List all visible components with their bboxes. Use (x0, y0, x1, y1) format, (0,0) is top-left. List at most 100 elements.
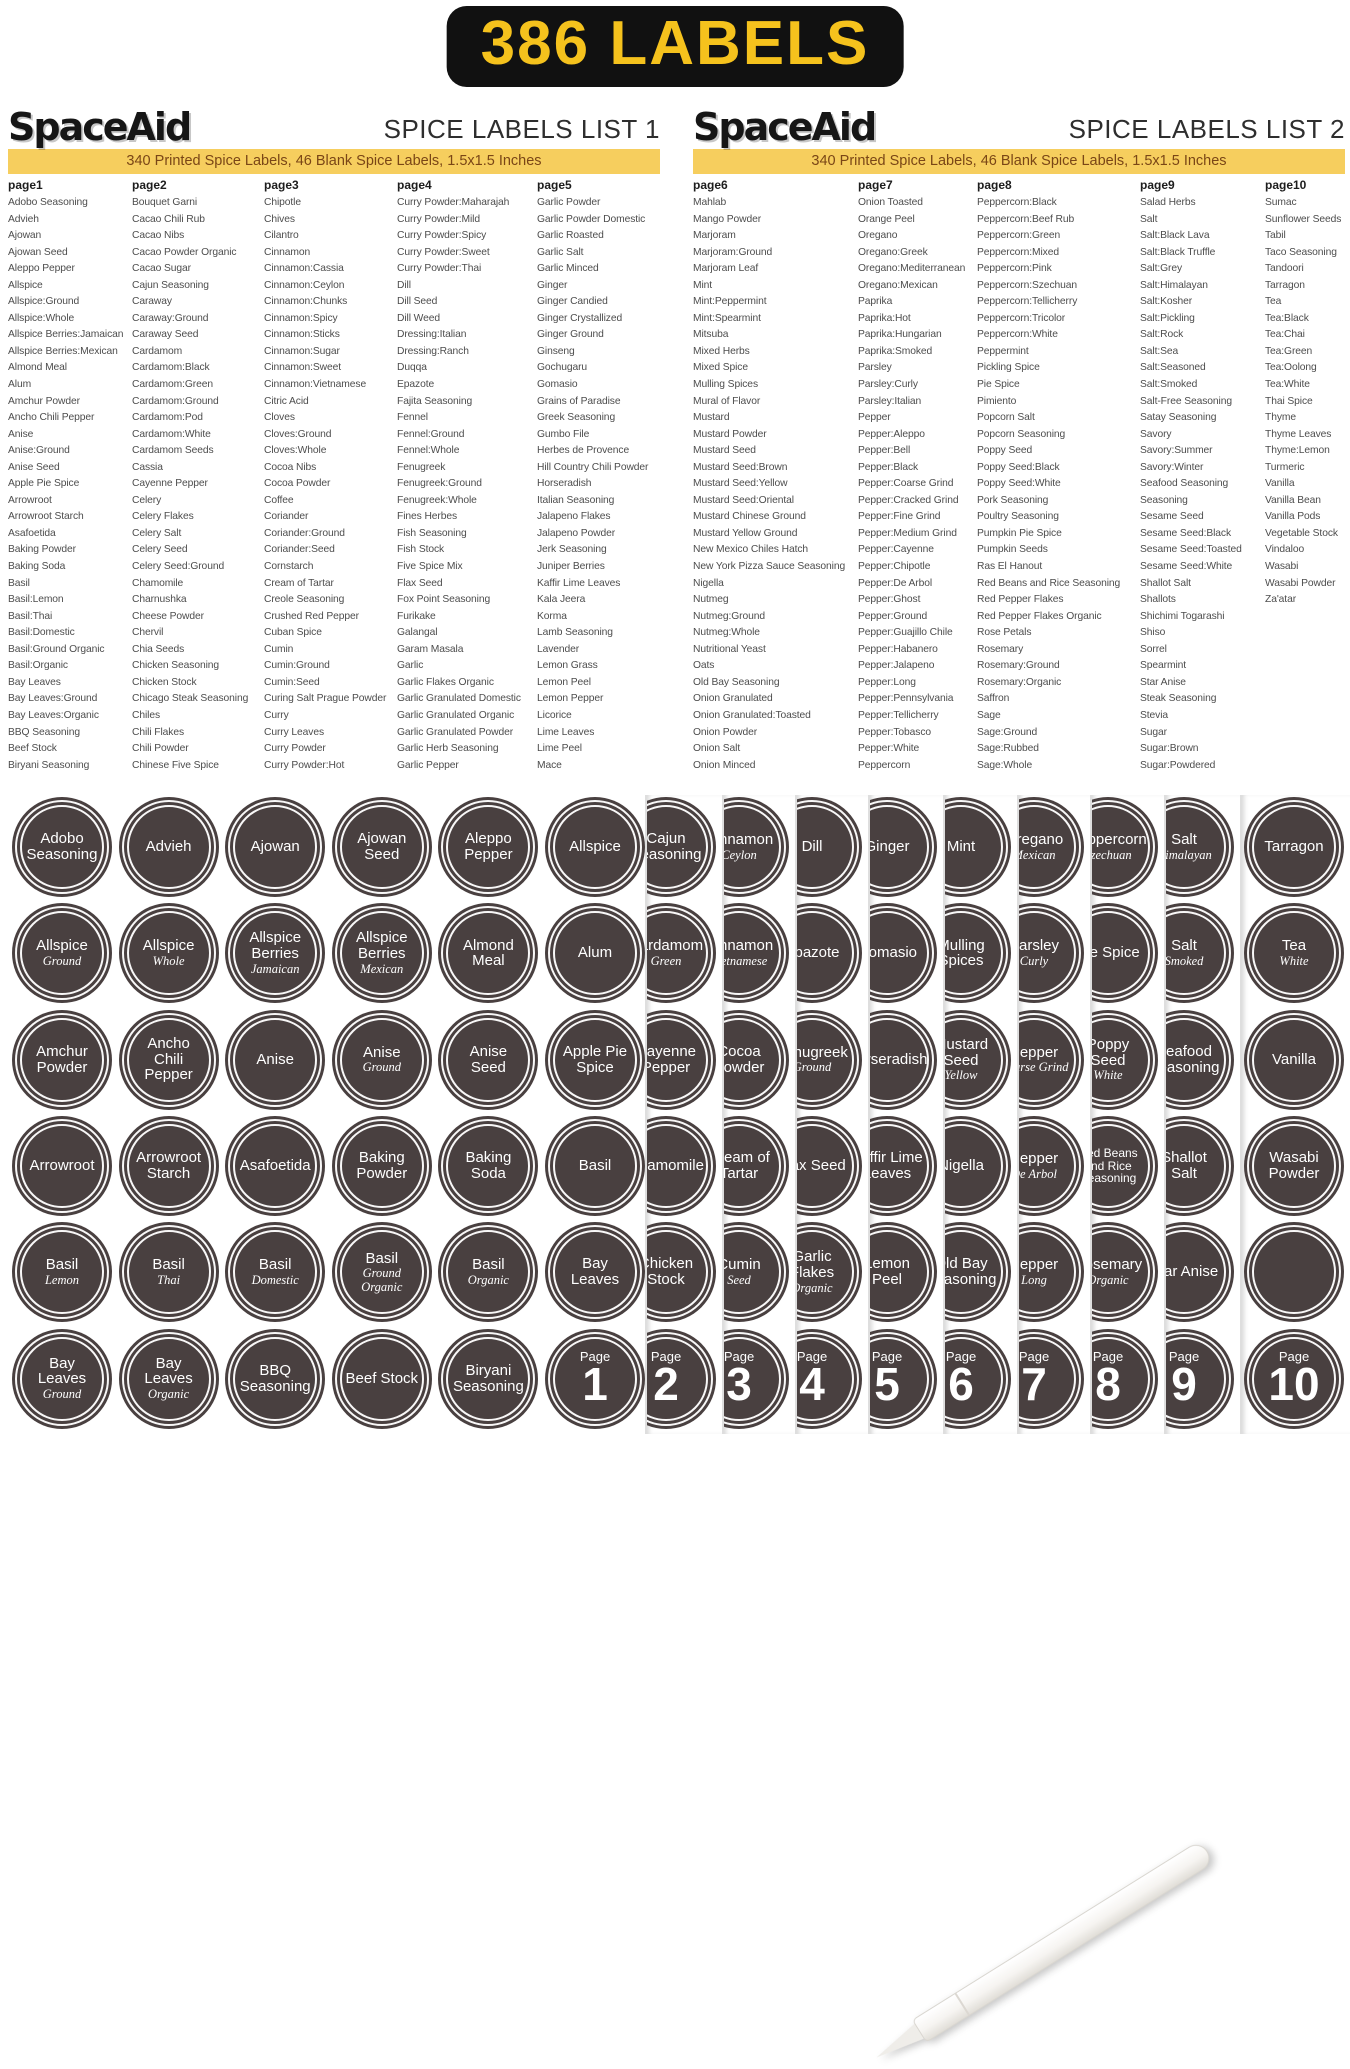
label-subname: White (1279, 954, 1309, 969)
spice-list-item: Chicago Steak Seasoning (132, 693, 249, 705)
label-name: Pie Spice (1090, 944, 1140, 962)
spice-list-item: Dill Seed (397, 296, 438, 308)
page-number-label: Page 6 (945, 1328, 1011, 1429)
spice-list-item: Salt:Kosher (1140, 296, 1193, 308)
spice-list-item: Onion Powder (693, 726, 758, 738)
label-name: Chicken Stock (647, 1255, 694, 1289)
spice-column-page5: page5 Garlic Powder Garlic Powder Domestic… (537, 178, 660, 774)
label-name: Basil (152, 1256, 185, 1274)
spice-list-item: Bay Leaves (8, 676, 61, 688)
spice-list-item: Mace (537, 759, 562, 771)
spice-list-item: Garlic Powder (537, 197, 601, 208)
spice-list-item: Sugar (1140, 726, 1167, 738)
spice-list-item: Rosemary:Ground (977, 660, 1060, 672)
spice-list-item: Mixed Herbs (693, 345, 750, 357)
spice-label-circle: Cocoa Powder (724, 1009, 789, 1110)
spice-list-item: Vanilla Bean (1265, 494, 1321, 506)
label-name: Anise (363, 1043, 401, 1061)
spice-label-circle: CinnamonCeylon (722, 797, 789, 897)
label-name: Cinnamon (724, 831, 774, 849)
spice-label-circle: PepperLong (1019, 1222, 1084, 1323)
spice-list-item: Saffron (977, 693, 1010, 705)
spice-list-item: Cloves:Whole (264, 445, 327, 457)
label-name: Adobo Seasoning (26, 830, 98, 863)
spice-list-item: Red Pepper Flakes Organic (977, 610, 1102, 622)
spice-list-item: Mustard (693, 412, 730, 424)
spice-label-circle: CuminSeed (724, 1222, 789, 1323)
label-subname: Long (1021, 1273, 1047, 1287)
pen-barrel (911, 1839, 1215, 2043)
label-name: Allspice (142, 937, 195, 955)
spice-list-item: Peppercorn:Szechuan (977, 279, 1077, 291)
label-subname: Domestic (251, 1273, 299, 1287)
page-word: Page (579, 1349, 611, 1365)
label-name: Mustard Seed (943, 1035, 989, 1069)
spice-list-item: Cardamom (132, 345, 183, 357)
spice-list-item: Chicken Stock (132, 676, 197, 688)
spice-label-circle: Advieh (118, 797, 219, 897)
label-subname: Curly (1019, 954, 1049, 969)
spice-list-item: Salt:Black Lava (1140, 230, 1210, 242)
spice-list-item: Pepper:Medium Grind (858, 527, 957, 539)
spice-list-item: Beef Stock (8, 743, 57, 755)
spice-label-circle: Kaffir Lime Leaves (870, 1115, 937, 1216)
spice-list-item: Galangal (397, 627, 438, 639)
spice-list-item: Nutritional Yeast (693, 643, 766, 655)
spice-list-item: Oats (693, 660, 715, 672)
labels-count-text: 386 LABELS (480, 9, 870, 78)
spice-list-item: Cheese Powder (132, 610, 204, 622)
spice-list-item: Anise (8, 428, 34, 440)
spice-list-item: Curry Powder:Thai (397, 263, 482, 275)
spice-list-item: Cinnamon (264, 246, 311, 258)
spice-list-item: Caraway (132, 296, 172, 308)
page-number-label: Page 10 (1244, 1328, 1344, 1429)
spice-list-item: Poultry Seasoning (977, 511, 1059, 523)
label-name: Fenugreek (795, 1043, 848, 1061)
spice-list-item: Mustard Yellow Ground (693, 527, 798, 539)
spice-list-item: Chiles (132, 709, 161, 721)
spice-list-item: Garlic Flakes Organic (397, 676, 494, 688)
spice-list-item: Salt:Grey (1140, 263, 1183, 275)
spice-label-circle: Ajowan Seed (331, 797, 432, 897)
page-number-label: Page 3 (723, 1328, 789, 1429)
spice-label-circle: Chamomile (647, 1115, 716, 1216)
label-name: Allspice (36, 937, 88, 955)
page-number: 1 (582, 1358, 608, 1411)
spice-list-item: Dressing:Italian (397, 329, 467, 341)
spice-label-circle: Dill (797, 797, 862, 897)
spice-list-item: Baking Soda (8, 561, 66, 573)
spice-list-item: Marjoram Leaf (693, 263, 759, 275)
spice-list-item: Curry Powder:Mild (397, 213, 480, 225)
spice-list-item: Lemon Peel (537, 676, 591, 688)
spice-list-item: Fennel:Ground (397, 428, 465, 440)
label-subname: Himalayan (1165, 847, 1212, 862)
spice-list-item: Pepper:Pennsylvania (858, 693, 954, 705)
label-subname: Ceylon (722, 847, 757, 862)
label-subname: Szechuan (1090, 847, 1132, 862)
label-name: Baking Powder (356, 1149, 408, 1182)
spice-list-item: Jalapeno Flakes (537, 511, 611, 523)
page-word: Page (723, 1349, 755, 1365)
label-name: Pepper (1019, 1256, 1059, 1274)
page-number-label: Page 5 (870, 1328, 937, 1429)
page-word: Page (945, 1349, 977, 1365)
spice-list-item: Ajowan (8, 230, 42, 242)
spice-label-circle: ParsleyCurly (1019, 903, 1084, 1004)
spice-list-item: Flax Seed (397, 577, 443, 589)
label-name: Anise Seed (469, 1042, 508, 1076)
spice-label-circle: Allspice Whole (118, 903, 219, 1004)
spice-list-item: Onion Salt (693, 743, 741, 755)
label-name: Chamomile (647, 1157, 704, 1175)
spice-list-item: Pepper:De Arbol (858, 577, 933, 589)
sticker-sheet-page1: Adobo Seasoning Advieh Ajowan Ajowan Seed Al… (0, 795, 645, 1434)
spice-list-item: Fennel:Whole (397, 445, 460, 457)
spice-label-circle: Arrowroot (12, 1115, 112, 1216)
page-word: Page (1278, 1349, 1310, 1365)
spice-list-item: Parsley (858, 362, 892, 374)
spice-list-item: Turmeric (1265, 461, 1305, 473)
spice-list-item: Cream of Tartar (264, 577, 334, 589)
spice-label-circle: Allspice (545, 797, 645, 897)
spice-label-circle: Mint (945, 797, 1011, 897)
spice-list-item: Mustard Seed:Brown (693, 461, 788, 473)
spice-list-item: Celery (132, 494, 162, 506)
